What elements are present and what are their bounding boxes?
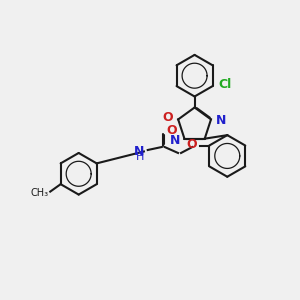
Text: N: N (169, 134, 180, 147)
Text: N: N (134, 145, 144, 158)
Text: O: O (187, 138, 197, 151)
Text: O: O (166, 124, 177, 137)
Text: N: N (215, 114, 226, 128)
Text: Cl: Cl (218, 78, 231, 91)
Text: H: H (136, 152, 144, 162)
Text: O: O (162, 111, 173, 124)
Text: CH₃: CH₃ (30, 188, 48, 198)
